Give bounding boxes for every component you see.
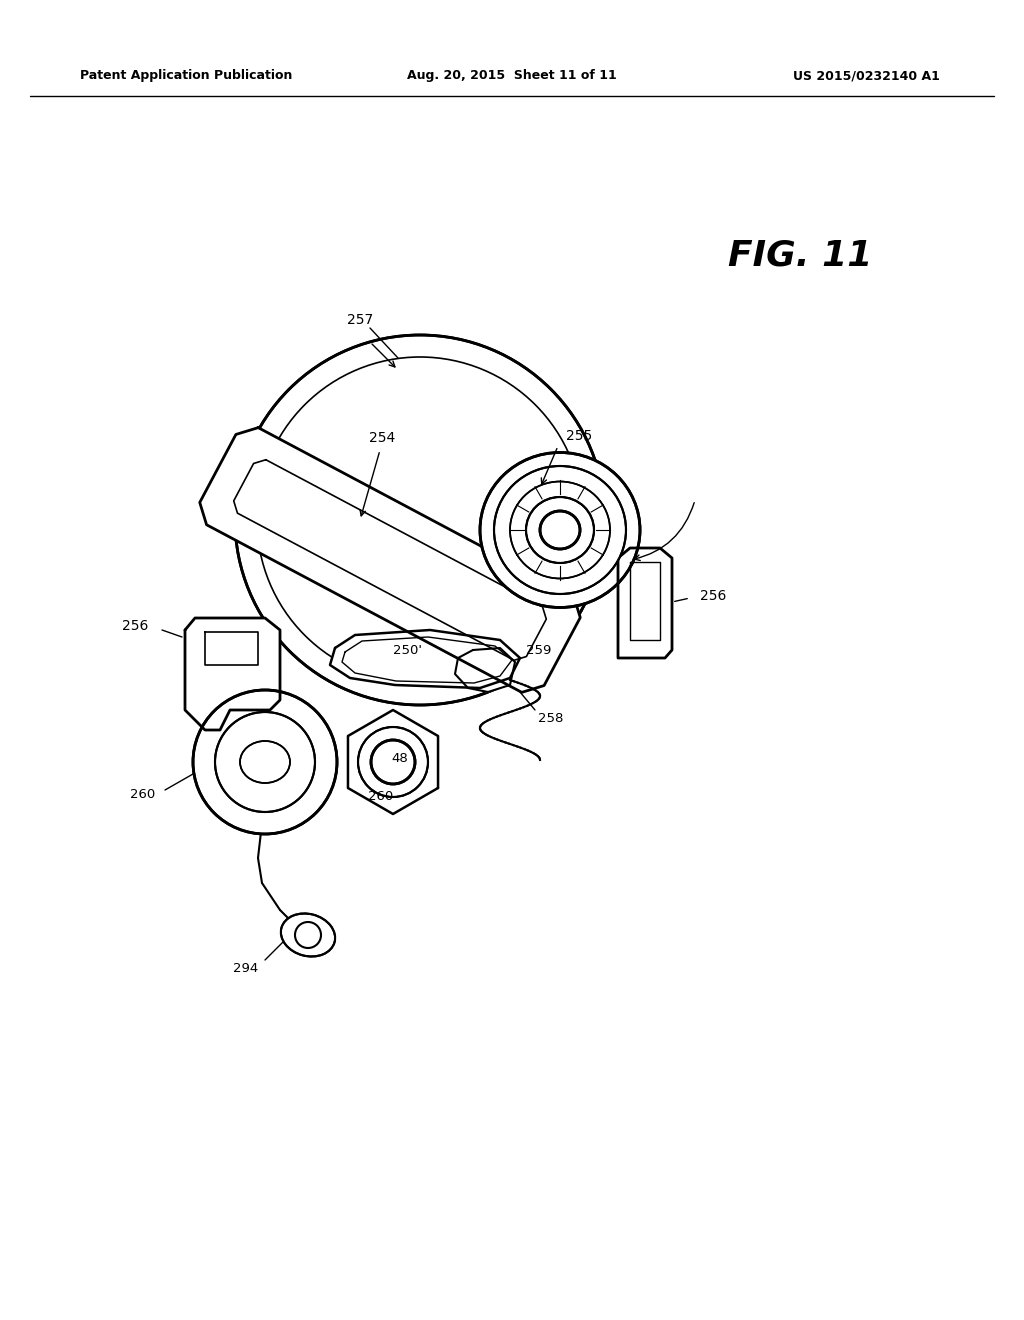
- Polygon shape: [348, 710, 438, 814]
- Polygon shape: [618, 548, 672, 657]
- Polygon shape: [185, 618, 280, 730]
- Text: Aug. 20, 2015  Sheet 11 of 11: Aug. 20, 2015 Sheet 11 of 11: [408, 70, 616, 82]
- Ellipse shape: [540, 511, 580, 549]
- Polygon shape: [200, 428, 581, 693]
- Circle shape: [234, 335, 605, 705]
- Ellipse shape: [281, 913, 335, 957]
- Text: 48: 48: [391, 751, 409, 764]
- Text: 260: 260: [368, 789, 393, 803]
- Ellipse shape: [510, 482, 610, 578]
- Text: 256: 256: [700, 589, 726, 603]
- Polygon shape: [330, 630, 520, 688]
- Text: 257: 257: [347, 313, 373, 327]
- Text: 255: 255: [566, 429, 592, 444]
- Circle shape: [215, 711, 315, 812]
- Text: Patent Application Publication: Patent Application Publication: [80, 70, 293, 82]
- Polygon shape: [455, 648, 515, 692]
- Circle shape: [371, 741, 415, 784]
- Text: 258: 258: [538, 711, 563, 725]
- Ellipse shape: [480, 453, 640, 607]
- Ellipse shape: [494, 466, 626, 594]
- Ellipse shape: [240, 741, 290, 783]
- Text: 260: 260: [130, 788, 155, 801]
- Text: US 2015/0232140 A1: US 2015/0232140 A1: [794, 70, 940, 82]
- Circle shape: [358, 727, 428, 797]
- Circle shape: [193, 690, 337, 834]
- Text: FIG. 11: FIG. 11: [728, 238, 872, 272]
- Text: 256: 256: [122, 619, 148, 634]
- Text: 259: 259: [526, 644, 551, 656]
- Text: 254: 254: [369, 432, 395, 445]
- Ellipse shape: [526, 498, 594, 564]
- Text: 250': 250': [393, 644, 423, 656]
- Text: 294: 294: [232, 961, 258, 974]
